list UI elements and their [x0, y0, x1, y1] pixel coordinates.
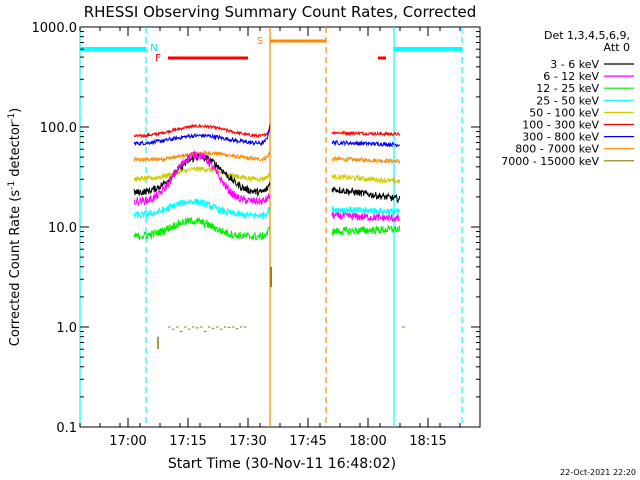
y-tick-label: 10.0 — [48, 221, 77, 236]
legend-label: 7000 - 15000 keV — [501, 155, 599, 168]
series-300-800-trace — [331, 139, 401, 148]
y-axis-label-sup1: -1 — [7, 181, 17, 190]
plot-area: NF S — [79, 27, 463, 427]
x-tick-label: 17:00 — [109, 434, 146, 449]
saa-label: S — [257, 36, 263, 47]
legend-label: 50 - 100 keV — [529, 106, 599, 119]
x-tick-label: 17:45 — [289, 434, 326, 449]
legend-label: 300 - 800 keV — [522, 131, 599, 144]
y-tick-label: 1.0 — [56, 321, 77, 336]
y-tick-label: 1000.0 — [32, 21, 78, 36]
x-axis-label: Start Time (30-Nov-11 16:48:02) — [168, 456, 396, 472]
y-tick-label: 0.1 — [56, 421, 77, 436]
series-50-100-trace — [133, 165, 271, 183]
series-300-800-trace — [133, 124, 271, 147]
series-6-12-trace — [133, 150, 271, 207]
legend-label: 25 - 50 keV — [536, 94, 599, 107]
y-axis-label-part3: ) — [8, 108, 23, 113]
x-tick-label: 17:15 — [169, 434, 206, 449]
flare-label: F — [155, 53, 161, 64]
legend-header: Det 1,3,4,5,6,9, — [544, 29, 630, 42]
y-axis-label-part2: detector — [8, 121, 23, 181]
series-100-300-trace — [133, 123, 271, 139]
legend-label: 3 - 6 keV — [550, 58, 599, 71]
night-label: N — [150, 43, 157, 54]
y-axis-label: Corrected Count Rate (s-1 detector-1) — [7, 108, 23, 346]
series-25-50-trace — [133, 198, 271, 220]
series-3-6-trace — [331, 185, 401, 204]
series-100-300-trace — [331, 130, 401, 137]
legend-header: Att 0 — [604, 41, 630, 54]
legend-label: 800 - 7000 keV — [515, 143, 599, 156]
timestamp: 22-Oct-2021 22:20 — [560, 468, 636, 477]
x-tick-label: 18:00 — [349, 434, 386, 449]
series-50-100-trace — [331, 173, 401, 185]
y-axis-label-sup2: -1 — [7, 113, 17, 122]
chart-title: RHESSI Observing Summary Count Rates, Co… — [84, 3, 477, 21]
series-12-25-trace — [133, 216, 271, 241]
y-tick-label: 100.0 — [40, 121, 77, 136]
x-axis: 17:00 17:15 17:30 17:45 18:00 18:15 — [79, 27, 481, 449]
y-axis-label-part1: Corrected Count Rate (s — [8, 190, 23, 347]
legend-label: 6 - 12 keV — [543, 70, 599, 83]
legend-label: 100 - 300 keV — [522, 119, 599, 132]
series-800-7000-trace — [331, 155, 401, 165]
legend-label: 12 - 25 keV — [536, 82, 599, 95]
plot-frame — [79, 26, 481, 428]
x-tick-label: 18:15 — [409, 434, 446, 449]
x-tick-label: 17:30 — [229, 434, 266, 449]
series-25-50-trace — [331, 206, 401, 216]
series-12-25-trace — [331, 225, 401, 236]
y-axis: 0.1 1.0 10.0 100.0 1000.0 — [32, 21, 480, 436]
series-6-12-trace — [331, 211, 401, 222]
